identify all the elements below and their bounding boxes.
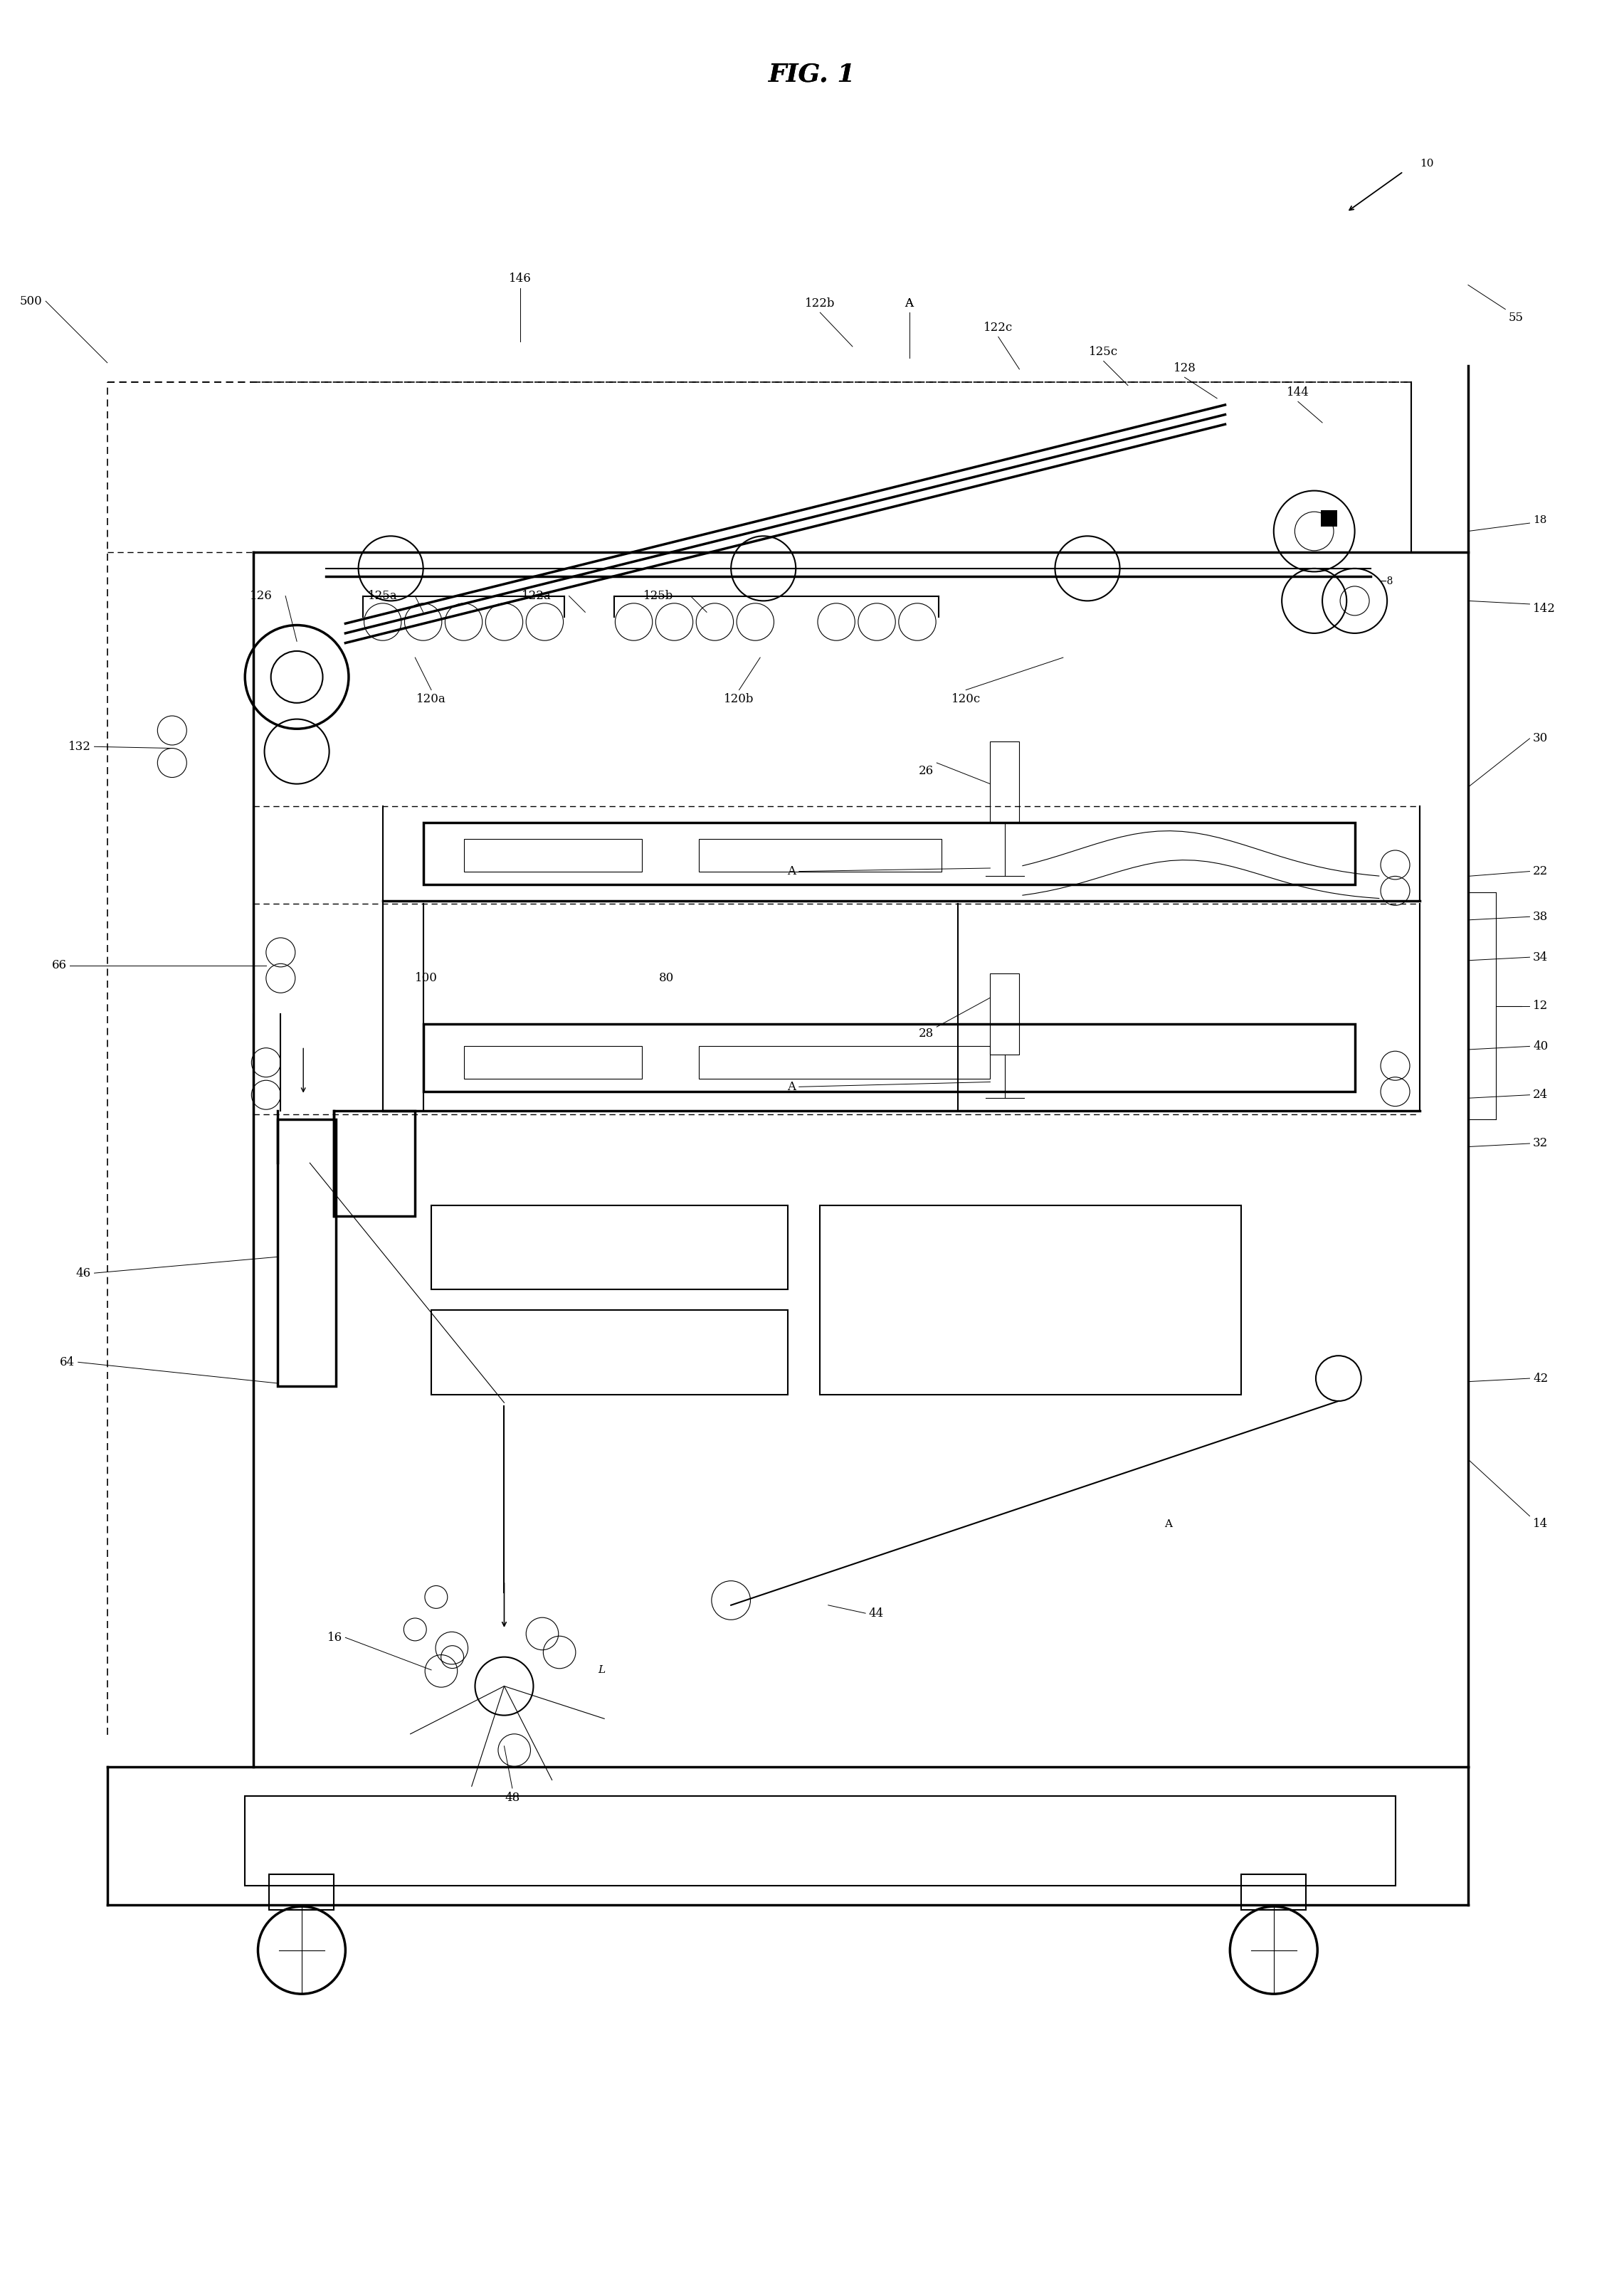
Text: 18: 18 (1533, 515, 1546, 524)
Text: 34: 34 (1533, 951, 1548, 963)
Bar (424, 823, 1354, 885)
Text: 500: 500 (19, 295, 42, 306)
Text: 55: 55 (1509, 311, 1523, 322)
Text: FIG. 1: FIG. 1 (768, 62, 856, 87)
Text: 14: 14 (1533, 1519, 1548, 1530)
Bar (698, 1047, 991, 1079)
Text: 40: 40 (1533, 1041, 1548, 1052)
Bar (820, 1205, 1241, 1395)
Bar (464, 839, 641, 871)
Text: 28: 28 (919, 1027, 934, 1038)
Text: 16: 16 (326, 1631, 343, 1644)
Bar (464, 1047, 641, 1079)
Text: −8: −8 (1379, 576, 1393, 585)
Bar (1320, 510, 1337, 526)
Text: 142: 142 (1533, 604, 1556, 615)
Text: 122a: 122a (521, 590, 552, 601)
Text: 26: 26 (919, 764, 934, 778)
Bar (424, 1025, 1354, 1091)
Text: 120a: 120a (416, 693, 447, 704)
Text: FIG. 1: FIG. 1 (768, 62, 856, 87)
Text: 120c: 120c (952, 693, 981, 704)
Bar (270, 1873, 335, 1910)
Text: A: A (1164, 1519, 1173, 1530)
Text: 46: 46 (76, 1267, 91, 1278)
Text: 66: 66 (52, 958, 67, 972)
Text: 132: 132 (68, 741, 91, 752)
Text: 32: 32 (1533, 1137, 1548, 1150)
Text: 24: 24 (1533, 1089, 1548, 1100)
Bar (245, 1795, 1395, 1884)
Bar (991, 741, 1020, 823)
Text: A: A (788, 1082, 796, 1093)
Text: 100: 100 (416, 972, 438, 983)
Text: 30: 30 (1533, 732, 1548, 746)
Text: 22: 22 (1533, 864, 1548, 878)
Text: 120b: 120b (724, 693, 754, 704)
Text: 122c: 122c (984, 322, 1013, 334)
Text: 122b: 122b (806, 297, 835, 309)
Text: 146: 146 (508, 272, 531, 286)
Bar (991, 974, 1020, 1054)
Text: A: A (905, 297, 913, 309)
Text: A: A (905, 297, 913, 309)
Text: 48: 48 (505, 1791, 520, 1804)
Text: 144: 144 (1286, 387, 1309, 398)
Text: 125b: 125b (643, 590, 674, 601)
Text: 126: 126 (250, 590, 273, 601)
Text: 12: 12 (1533, 999, 1548, 1011)
Text: 80: 80 (659, 972, 674, 983)
Text: 10: 10 (1419, 158, 1434, 169)
Bar (432, 1205, 788, 1290)
Bar (335, 1111, 416, 1217)
Text: L: L (598, 1665, 606, 1674)
Text: 125c: 125c (1090, 345, 1119, 357)
Text: 128: 128 (1173, 361, 1195, 375)
Text: 38: 38 (1533, 910, 1548, 922)
Bar (432, 1310, 788, 1395)
Text: 42: 42 (1533, 1372, 1548, 1384)
Bar (278, 1118, 336, 1386)
Text: 125a: 125a (369, 590, 398, 601)
Text: 64: 64 (60, 1356, 75, 1368)
Bar (1241, 1873, 1306, 1910)
Bar (698, 839, 942, 871)
Text: A: A (788, 864, 796, 878)
Text: 44: 44 (869, 1608, 883, 1619)
